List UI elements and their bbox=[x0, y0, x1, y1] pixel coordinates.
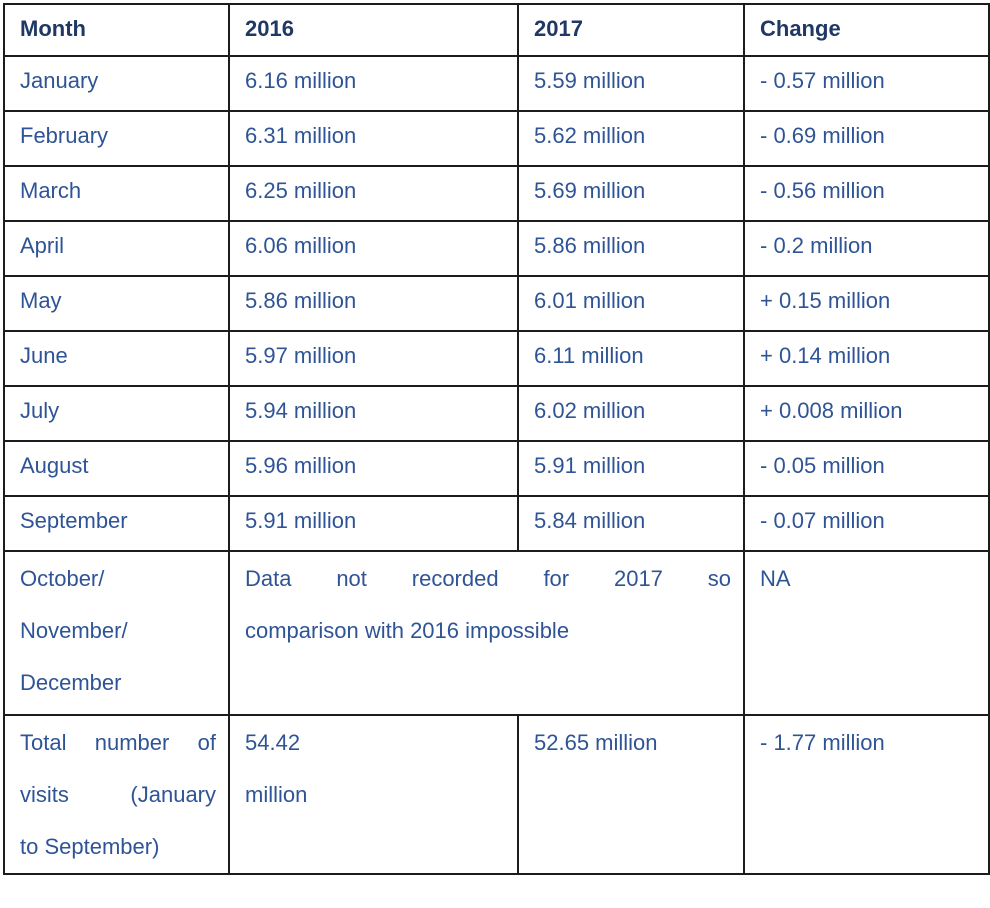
cell-2017: 6.02 million bbox=[517, 385, 745, 442]
cell-month-group: October/ November/ December bbox=[3, 550, 230, 716]
cell-change: + 0.008 million bbox=[743, 385, 990, 442]
cell-change: - 0.69 million bbox=[743, 110, 990, 167]
cell-month: July bbox=[3, 385, 230, 442]
table-row-oct-nov-dec: October/ November/ December Data not rec… bbox=[3, 550, 990, 716]
cell-month: February bbox=[3, 110, 230, 167]
cell-2016: 5.91 million bbox=[228, 495, 519, 552]
table-row-february: February 6.31 million 5.62 million - 0.6… bbox=[3, 110, 990, 167]
monthly-visits-table: Month 2016 2017 Change January 6.16 mill… bbox=[3, 3, 990, 875]
table-row-may: May 5.86 million 6.01 million + 0.15 mil… bbox=[3, 275, 990, 332]
cell-change: + 0.14 million bbox=[743, 330, 990, 387]
total-label-line: to September) bbox=[20, 834, 160, 859]
cell-change: - 0.05 million bbox=[743, 440, 990, 497]
note-line: comparison with 2016 impossible bbox=[245, 618, 570, 643]
cell-2017: 5.62 million bbox=[517, 110, 745, 167]
total-label-line: visits (January bbox=[20, 782, 216, 807]
cell-month: April bbox=[3, 220, 230, 277]
total-2016-line: million bbox=[245, 782, 308, 807]
cell-2017: 6.01 million bbox=[517, 275, 745, 332]
cell-2016: 6.25 million bbox=[228, 165, 519, 222]
header-2016: 2016 bbox=[228, 3, 519, 57]
cell-total-2017: 52.65 million bbox=[517, 714, 745, 875]
cell-2017: 5.69 million bbox=[517, 165, 745, 222]
table-row-september: September 5.91 million 5.84 million - 0.… bbox=[3, 495, 990, 552]
cell-month: January bbox=[3, 55, 230, 112]
header-month: Month bbox=[3, 3, 230, 57]
cell-month: March bbox=[3, 165, 230, 222]
cell-total-label: Total number of visits (January to Septe… bbox=[3, 714, 230, 875]
cell-2016: 5.96 million bbox=[228, 440, 519, 497]
cell-month: August bbox=[3, 440, 230, 497]
table-row-august: August 5.96 million 5.91 million - 0.05 … bbox=[3, 440, 990, 497]
table-row-april: April 6.06 million 5.86 million - 0.2 mi… bbox=[3, 220, 990, 277]
month-line: December bbox=[20, 670, 122, 695]
total-2016-line: 54.42 bbox=[245, 730, 301, 755]
cell-month: May bbox=[3, 275, 230, 332]
cell-2016: 5.94 million bbox=[228, 385, 519, 442]
cell-2016: 5.97 million bbox=[228, 330, 519, 387]
total-change-value: - 1.77 million bbox=[760, 730, 885, 755]
cell-2016: 6.16 million bbox=[228, 55, 519, 112]
cell-2016: 5.86 million bbox=[228, 275, 519, 332]
month-line: November/ bbox=[20, 618, 128, 643]
header-2017: 2017 bbox=[517, 3, 745, 57]
na-value: NA bbox=[760, 566, 791, 591]
table-row-january: January 6.16 million 5.59 million - 0.57… bbox=[3, 55, 990, 112]
cell-total-2016: 54.42 million bbox=[228, 714, 519, 875]
cell-change: - 0.56 million bbox=[743, 165, 990, 222]
table-row-total: Total number of visits (January to Septe… bbox=[3, 714, 990, 875]
cell-change: - 0.07 million bbox=[743, 495, 990, 552]
cell-change: - 0.2 million bbox=[743, 220, 990, 277]
cell-2017: 6.11 million bbox=[517, 330, 745, 387]
cell-change: + 0.15 million bbox=[743, 275, 990, 332]
cell-change: NA bbox=[743, 550, 990, 716]
cell-2016: 6.31 million bbox=[228, 110, 519, 167]
note-line: Data not recorded for 2017 so bbox=[245, 566, 731, 591]
table-row-july: July 5.94 million 6.02 million + 0.008 m… bbox=[3, 385, 990, 442]
table-row-june: June 5.97 million 6.11 million + 0.14 mi… bbox=[3, 330, 990, 387]
cell-total-change: - 1.77 million bbox=[743, 714, 990, 875]
cell-2017: 5.91 million bbox=[517, 440, 745, 497]
cell-change: - 0.57 million bbox=[743, 55, 990, 112]
cell-2017: 5.59 million bbox=[517, 55, 745, 112]
cell-2017: 5.84 million bbox=[517, 495, 745, 552]
header-change: Change bbox=[743, 3, 990, 57]
total-label-line: Total number of bbox=[20, 730, 216, 755]
cell-month: September bbox=[3, 495, 230, 552]
cell-month: June bbox=[3, 330, 230, 387]
cell-2017: 5.86 million bbox=[517, 220, 745, 277]
table-header-row: Month 2016 2017 Change bbox=[3, 3, 990, 57]
cell-2016: 6.06 million bbox=[228, 220, 519, 277]
month-line: October/ bbox=[20, 566, 105, 591]
cell-no-data-note: Data not recorded for 2017 so comparison… bbox=[228, 550, 745, 716]
table-row-march: March 6.25 million 5.69 million - 0.56 m… bbox=[3, 165, 990, 222]
total-2017-value: 52.65 million bbox=[534, 730, 658, 755]
